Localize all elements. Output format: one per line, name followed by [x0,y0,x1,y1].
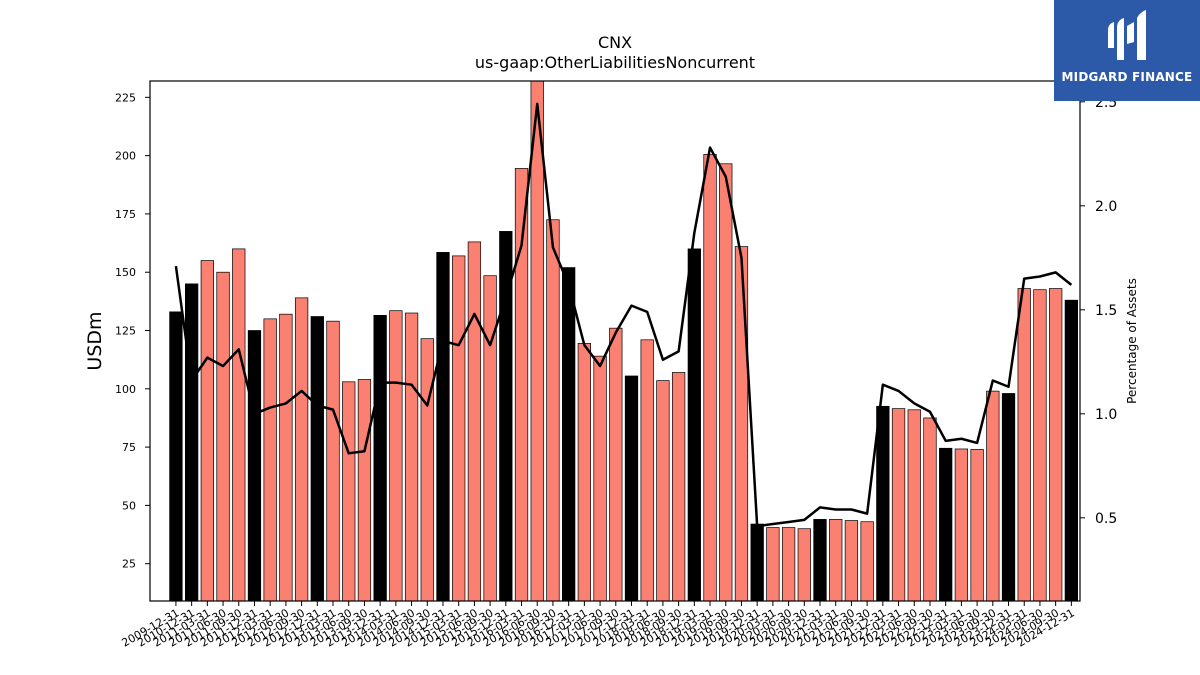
bar-2019-09-30 [734,246,749,602]
bar-2019-06-30 [719,163,733,602]
logo-mark-icon [1108,10,1146,60]
bar-2018-09-30 [671,372,686,602]
bar-2020-03-31 [766,527,780,602]
bar-2021-03-31 [829,519,843,602]
y-tick-label: 75 [122,441,136,454]
y2-tick-label: 2.0 [1095,199,1117,215]
bars-group [169,80,1078,602]
bar-2019-12-31 [750,523,764,602]
bar-2011-12-31 [247,330,262,602]
bar-2020-06-30 [781,527,796,602]
plot-frame [149,80,1081,602]
bar-2016-09-30 [546,219,560,602]
logo-text: MIDGARD FINANCE [1061,70,1193,84]
bar-2020-12-31 [813,519,827,602]
y-tick-label: 150 [115,266,136,279]
bar-2015-06-30 [467,241,482,602]
chart-title: CNX [598,33,632,52]
y-axis-label: USDm [84,311,106,370]
bar-2022-06-30 [907,409,921,602]
bar-2018-03-31 [640,339,654,602]
bar-2018-12-31 [687,248,701,602]
bar-2021-06-30 [844,520,859,602]
y2-tick-label: 0.5 [1095,511,1117,527]
bar-2009-12-31 [169,311,183,602]
bar-2014-12-31 [436,252,450,602]
bar-2014-03-31 [389,310,403,602]
bar-2011-09-30 [232,248,246,602]
y2-tick-label: 1.0 [1095,407,1117,423]
bar-2018-06-30 [656,380,670,602]
bar-2015-03-31 [452,255,466,602]
bar-2024-03-31 [1017,288,1031,602]
bar-2012-12-31 [310,316,324,602]
bar-2023-06-30 [970,449,984,602]
y2-axis-label: Percentage of Assets [1125,278,1139,404]
y-tick-label: 125 [115,325,136,338]
bar-2013-06-30 [342,381,356,602]
bar-2011-06-30 [216,271,230,602]
y-tick-label: 25 [122,558,136,571]
bar-2012-09-30 [294,297,309,602]
bar-2014-09-30 [420,338,434,602]
x-axis: 2009-12-312010-12-312011-03-312011-06-30… [120,601,1077,650]
bar-2022-03-31 [891,408,906,602]
bar-2024-06-30 [1033,289,1047,602]
y-tick-label: 175 [115,208,136,221]
bar-2017-03-31 [577,342,592,602]
bar-2017-06-30 [593,355,607,602]
bar-2022-12-31 [939,447,953,602]
bar-2010-12-31 [185,283,199,602]
bar-2011-03-31 [200,260,214,602]
y-tick-label: 225 [115,91,136,104]
bar-2022-09-30 [923,417,937,602]
bar-2024-09-30 [1049,288,1063,602]
bar-2024-12-31 [1064,299,1078,602]
bar-2021-09-30 [860,521,874,602]
midgard-finance-logo: MIDGARD FINANCE [1054,0,1200,101]
bar-2017-09-30 [609,327,623,602]
chart-subtitle: us-gaap:OtherLiabilitiesNoncurrent [475,53,755,72]
bar-2016-12-31 [562,267,576,602]
bar-2023-12-31 [1001,393,1016,602]
y2-tick-label: 1.5 [1095,303,1117,319]
bar-2020-09-30 [797,528,811,602]
bar-2014-06-30 [404,312,419,602]
bar-2013-12-31 [373,315,387,602]
bar-2016-06-30 [530,80,544,602]
y-tick-label: 50 [122,499,136,512]
bar-2013-03-31 [326,320,340,602]
bar-2015-09-30 [483,275,497,602]
pct-of-assets-line [174,102,1073,528]
y2-axis: 0.51.01.52.02.5 [1080,95,1117,527]
bar-2021-12-31 [876,405,890,602]
bar-2017-12-31 [624,375,639,602]
y-tick-label: 100 [115,383,136,396]
y-axis: 25 50 75 100 125 150 175 200 225 [115,91,150,571]
y-tick-label: 200 [115,150,136,163]
bar-2012-06-30 [279,313,293,602]
bar-2016-03-31 [514,168,529,602]
bar-2013-09-30 [357,379,372,602]
bar-2023-09-30 [986,390,1000,602]
bar-2012-03-31 [263,318,277,602]
bar-2019-03-31 [703,154,717,602]
bar-2023-03-31 [954,448,969,602]
